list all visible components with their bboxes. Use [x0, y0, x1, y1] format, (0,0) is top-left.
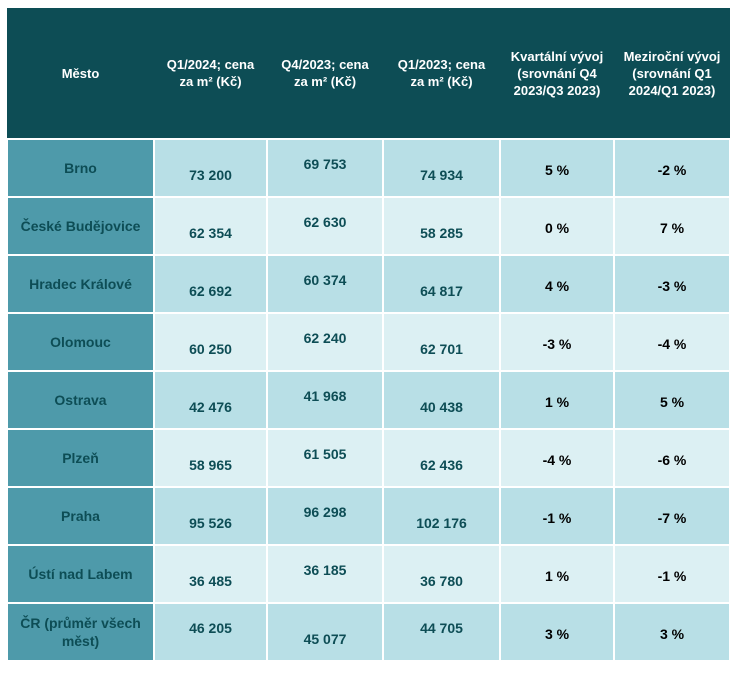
header-q1-2024: Q1/2024; cena za m² (Kč) — [154, 8, 267, 139]
table-row: Plzeň 58 965 61 505 62 436 -4 % -6 % — [6, 428, 731, 488]
table-row: Brno 73 200 69 753 74 934 5 % -2 % — [6, 138, 731, 198]
quarterly-cell: -3 % — [499, 312, 615, 372]
yearly-cell: -3 % — [613, 254, 731, 314]
table-row: Ostrava 42 476 41 968 40 438 1 % 5 % — [6, 370, 731, 430]
q1-2024-cell: 46 205 — [153, 602, 268, 662]
quarterly-cell: 4 % — [499, 254, 615, 314]
q1-2023-cell: 40 438 — [382, 370, 501, 430]
q1-2023-cell: 62 701 — [382, 312, 501, 372]
q1-2024-cell: 60 250 — [153, 312, 268, 372]
quarterly-cell: 3 % — [499, 602, 615, 662]
q1-2024-cell: 42 476 — [153, 370, 268, 430]
yearly-cell: -7 % — [613, 486, 731, 546]
header-quarterly: Kvartální vývoj (srovnání Q4 2023/Q3 202… — [500, 8, 614, 139]
q1-2024-cell: 73 200 — [153, 138, 268, 198]
yearly-cell: -1 % — [613, 544, 731, 604]
yearly-cell: 7 % — [613, 196, 731, 256]
yearly-cell: -2 % — [613, 138, 731, 198]
q4-2023-cell: 62 240 — [266, 312, 384, 372]
quarterly-cell: 0 % — [499, 196, 615, 256]
q1-2024-cell: 36 485 — [153, 544, 268, 604]
q4-2023-cell: 36 185 — [266, 544, 384, 604]
q4-2023-cell: 60 374 — [266, 254, 384, 314]
table-row: Ústí nad Labem 36 485 36 185 36 780 1 % … — [6, 544, 731, 604]
table-body: Brno 73 200 69 753 74 934 5 % -2 % České… — [6, 138, 731, 662]
header-city: Město — [7, 8, 154, 139]
header-row: Město Q1/2024; cena za m² (Kč) Q4/2023; … — [7, 8, 730, 139]
quarterly-cell: 1 % — [499, 544, 615, 604]
q1-2023-cell: 102 176 — [382, 486, 501, 546]
header-yearly: Meziroční vývoj (srovnání Q1 2024/Q1 202… — [614, 8, 730, 139]
q1-2023-cell: 44 705 — [382, 602, 501, 662]
yearly-cell: -6 % — [613, 428, 731, 488]
q1-2023-cell: 36 780 — [382, 544, 501, 604]
q4-2023-cell: 45 077 — [266, 602, 384, 662]
q1-2024-cell: 62 692 — [153, 254, 268, 314]
yearly-cell: 3 % — [613, 602, 731, 662]
table-row: České Budějovice 62 354 62 630 58 285 0 … — [6, 196, 731, 256]
q4-2023-cell: 69 753 — [266, 138, 384, 198]
price-table: Město Q1/2024; cena za m² (Kč) Q4/2023; … — [6, 8, 731, 662]
q4-2023-cell: 61 505 — [266, 428, 384, 488]
q1-2023-cell: 58 285 — [382, 196, 501, 256]
table-header: Město Q1/2024; cena za m² (Kč) Q4/2023; … — [7, 8, 730, 139]
q1-2024-cell: 58 965 — [153, 428, 268, 488]
q4-2023-cell: 96 298 — [266, 486, 384, 546]
quarterly-cell: 1 % — [499, 370, 615, 430]
city-cell: Ústí nad Labem — [6, 544, 155, 604]
table-row: ČR (průměr všech měst) 46 205 45 077 44 … — [6, 602, 731, 662]
quarterly-cell: -1 % — [499, 486, 615, 546]
header-q1-2023: Q1/2023; cena za m² (Kč) — [383, 8, 500, 139]
city-cell: Olomouc — [6, 312, 155, 372]
q1-2023-cell: 64 817 — [382, 254, 501, 314]
table-row: Hradec Králové 62 692 60 374 64 817 4 % … — [6, 254, 731, 314]
quarterly-cell: 5 % — [499, 138, 615, 198]
header-q4-2023: Q4/2023; cena za m² (Kč) — [267, 8, 383, 139]
city-cell: Hradec Králové — [6, 254, 155, 314]
table-row: Olomouc 60 250 62 240 62 701 -3 % -4 % — [6, 312, 731, 372]
city-cell: Brno — [6, 138, 155, 198]
city-cell: Praha — [6, 486, 155, 546]
q4-2023-cell: 41 968 — [266, 370, 384, 430]
quarterly-cell: -4 % — [499, 428, 615, 488]
q1-2024-cell: 62 354 — [153, 196, 268, 256]
yearly-cell: -4 % — [613, 312, 731, 372]
q1-2023-cell: 74 934 — [382, 138, 501, 198]
city-cell: ČR (průměr všech měst) — [6, 602, 155, 662]
city-cell: Ostrava — [6, 370, 155, 430]
city-cell: České Budějovice — [6, 196, 155, 256]
q1-2023-cell: 62 436 — [382, 428, 501, 488]
q4-2023-cell: 62 630 — [266, 196, 384, 256]
city-cell: Plzeň — [6, 428, 155, 488]
table-row: Praha 95 526 96 298 102 176 -1 % -7 % — [6, 486, 731, 546]
q1-2024-cell: 95 526 — [153, 486, 268, 546]
yearly-cell: 5 % — [613, 370, 731, 430]
